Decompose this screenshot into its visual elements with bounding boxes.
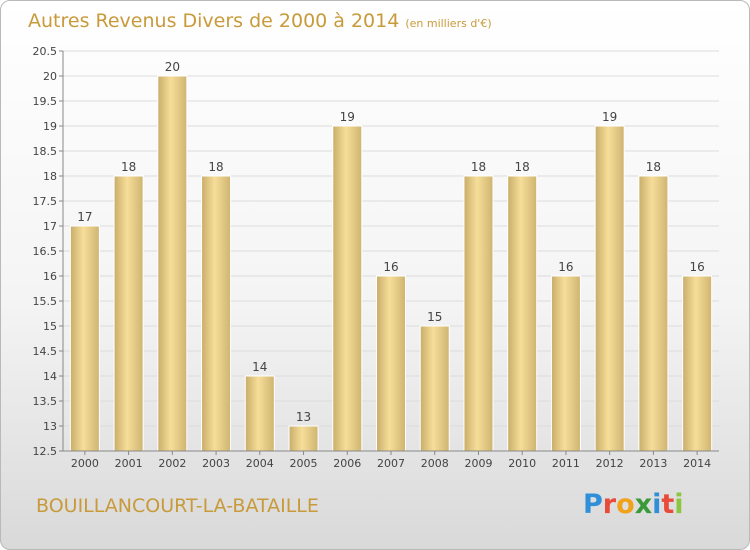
data-label: 18 [471,160,486,174]
x-axis-labels: 2000 2001 2002 2003 2004 2005 2006 2007 2008 2009… [71,451,711,470]
data-label: 18 [208,160,223,174]
x-tick-label: 2007 [377,457,405,470]
data-label: 20 [165,60,180,74]
y-tick-label: 14 [43,370,57,383]
bar [288,425,319,452]
x-tick-label: 2008 [421,457,449,470]
bar [419,325,450,452]
data-label: 18 [646,160,661,174]
y-tick-label: 17 [43,220,57,233]
y-tick-label: 13.5 [33,395,58,408]
logo-letter: i [674,489,684,520]
x-tick-label: 2002 [158,457,186,470]
y-tick-label: 16 [43,270,57,283]
y-tick-label: 13 [43,420,57,433]
data-label: 13 [296,410,311,424]
data-label: 16 [558,260,573,274]
logo-letter: i [652,489,662,520]
x-tick-label: 2009 [464,457,492,470]
x-tick-label: 2000 [71,457,99,470]
x-tick-label: 2005 [290,457,318,470]
x-tick-label: 2003 [202,457,230,470]
chart-title: Autres Revenus Divers de 2000 à 2014 [28,10,400,32]
logo-letter: x [634,489,653,520]
bar [69,225,100,452]
bars [69,75,713,452]
logo-letter: t [661,489,675,520]
x-tick-label: 2006 [333,457,361,470]
data-label: 14 [252,360,267,374]
data-label: 15 [427,310,442,324]
bar [550,275,581,452]
data-label: 19 [602,110,617,124]
data-label: 17 [77,210,92,224]
logo-letter: P [583,489,603,520]
y-tick-label: 17.5 [33,195,58,208]
bar [638,175,669,452]
bar-chart: 12.5 13 13.5 14 14.5 15 15.5 16 16.5 17 17.5 18 18.5… [33,45,719,470]
y-tick-label: 19.5 [33,95,58,108]
y-tick-label: 19 [43,120,57,133]
y-tick-label: 15.5 [33,295,58,308]
data-label: 18 [121,160,136,174]
y-tick-label: 18 [43,170,57,183]
x-tick-label: 2013 [639,457,667,470]
y-tick-label: 12.5 [33,445,58,458]
y-tick-label: 20.5 [33,45,58,58]
bar [201,175,232,452]
x-tick-label: 2011 [552,457,580,470]
x-tick-label: 2014 [683,457,711,470]
y-tick-label: 18.5 [33,145,58,158]
bar [463,175,494,452]
x-tick-label: 2004 [246,457,274,470]
bar [376,275,406,452]
bar [682,275,713,452]
bar [507,175,538,452]
value-labels: 17 18 20 18 14 13 19 16 15 18 18 16 19 18 16 [77,60,705,424]
data-label: 16 [689,260,704,274]
x-tick-label: 2010 [508,457,536,470]
bar [332,125,363,452]
unit-note: (en milliers d'€) [405,17,492,30]
logo-letter: o [616,489,635,520]
bar [594,125,625,452]
chart-title-block: Autres Revenus Divers de 2000 à 2014 (en … [28,10,492,32]
x-tick-label: 2012 [596,457,624,470]
y-tick-label: 16.5 [33,245,58,258]
data-label: 18 [515,160,530,174]
bar [113,175,144,452]
proxiti-logo[interactable]: Proxiti [583,489,684,520]
y-axis-ticks: 12.5 13 13.5 14 14.5 15 15.5 16 16.5 17 17.5 18 18.5… [33,45,63,458]
bar [244,375,275,452]
data-label: 16 [383,260,398,274]
data-label: 19 [340,110,355,124]
logo-letter: r [602,489,617,520]
commune-name: BOUILLANCOURT-LA-BATAILLE [36,495,319,517]
y-tick-label: 20 [43,70,57,83]
y-tick-label: 14.5 [33,345,58,358]
bar [157,75,188,452]
y-tick-label: 15 [43,320,57,333]
x-tick-label: 2001 [115,457,143,470]
